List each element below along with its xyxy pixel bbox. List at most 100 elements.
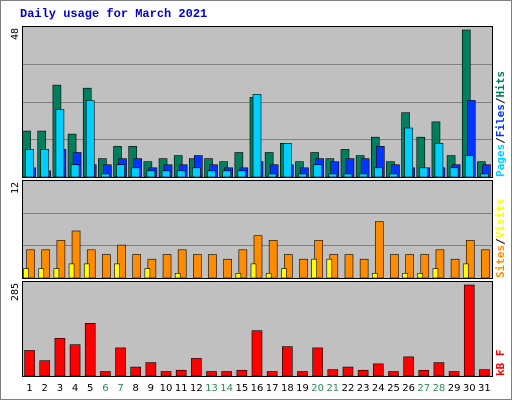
day-label: 6 xyxy=(102,383,108,394)
sites-bar xyxy=(420,254,430,279)
visits-bar xyxy=(371,272,378,279)
kbytes-bar xyxy=(160,371,172,377)
pages-bar xyxy=(237,170,247,178)
kbytes-bar xyxy=(130,366,142,377)
pages-bar xyxy=(40,149,50,178)
visits-sites-legend-part: Sites xyxy=(494,245,507,278)
kbytes-bar xyxy=(54,338,66,377)
sites-bar xyxy=(162,254,172,279)
visits-bar xyxy=(462,263,469,279)
visits-bar xyxy=(250,263,257,279)
chart-title: Daily usage for March 2021 xyxy=(20,7,208,21)
day-label: 8 xyxy=(133,383,139,394)
kbytes-legend-part: F xyxy=(494,350,507,357)
visits-sites-panel: 12 Sites/Visits xyxy=(10,180,507,279)
pages-bar xyxy=(298,173,307,178)
kbytes-bar xyxy=(297,371,308,377)
day-label: 29 xyxy=(448,383,461,394)
sites-bar xyxy=(223,258,232,279)
kbytes-bar xyxy=(282,346,293,377)
pages-bar xyxy=(343,173,353,178)
kbytes-bar xyxy=(266,371,278,377)
day-label: 28 xyxy=(433,383,446,394)
kbytes-bar xyxy=(418,369,430,377)
visits-bar xyxy=(38,268,45,279)
kbytes-bar xyxy=(206,371,217,377)
sites-bar xyxy=(465,240,475,279)
kbytes-bar xyxy=(191,358,202,377)
visits-bar xyxy=(83,263,90,279)
pages-bar xyxy=(207,170,216,178)
day-label: 4 xyxy=(72,383,78,394)
day-label: 21 xyxy=(326,383,339,394)
day-label: 17 xyxy=(266,383,279,394)
pages-bar xyxy=(55,109,65,178)
visits-bar xyxy=(265,272,272,279)
visits-bar xyxy=(174,272,181,279)
visits-bar xyxy=(326,258,333,279)
kbytes-bar xyxy=(372,363,384,377)
sites-bar xyxy=(450,258,460,279)
sites-bar xyxy=(177,249,187,279)
kbytes-bar xyxy=(342,366,354,377)
pages-bar xyxy=(192,167,201,178)
kbytes-bar xyxy=(145,362,157,377)
sites-bar xyxy=(284,254,293,279)
pages-bar xyxy=(464,155,474,178)
kbytes-bar xyxy=(479,369,490,377)
day-label: 13 xyxy=(205,383,218,394)
visits-bar xyxy=(417,272,424,279)
visits-bar xyxy=(281,268,287,279)
kbytes-bar xyxy=(221,371,232,377)
kbytes-bar xyxy=(39,360,51,377)
sites-bar xyxy=(132,254,142,279)
sites-bar xyxy=(238,249,248,279)
pages-bar xyxy=(404,127,413,178)
visits-sites-legend: Sites/Visits xyxy=(494,199,507,279)
kbytes-bar xyxy=(312,347,323,377)
day-label: 30 xyxy=(463,383,476,394)
visits-bar xyxy=(432,268,439,279)
sites-bar xyxy=(481,249,490,279)
sites-bar xyxy=(208,254,217,279)
pages-bar xyxy=(328,173,338,178)
day-label: 9 xyxy=(148,383,154,394)
day-label: 25 xyxy=(387,383,400,394)
kbytes-bar xyxy=(448,371,460,377)
day-label: 31 xyxy=(478,383,491,394)
sites-bar xyxy=(374,221,384,279)
hits-files-pages-legend-part: Hits xyxy=(494,71,507,98)
visits-bar xyxy=(402,272,408,279)
day-label: 20 xyxy=(311,383,324,394)
pages-bar xyxy=(101,173,110,178)
pages-bar xyxy=(146,170,156,178)
pages-bar xyxy=(389,173,398,178)
kbytes-bar xyxy=(403,356,414,377)
kbytes-bar xyxy=(115,347,126,377)
hits-files-pages-legend-part: / xyxy=(494,137,507,144)
hits-files-pages-ymax-label: 48 xyxy=(10,28,21,40)
pages-bar xyxy=(252,94,262,178)
kbytes-bar xyxy=(236,369,248,377)
day-label: 10 xyxy=(160,383,173,394)
day-label: 12 xyxy=(190,383,203,394)
pages-bar xyxy=(313,164,322,178)
visits-bar xyxy=(53,268,60,279)
day-label: 18 xyxy=(281,383,294,394)
kbytes-bar xyxy=(251,330,263,377)
hits-files-pages-legend-part: / xyxy=(494,97,507,104)
sites-bar xyxy=(56,240,66,279)
pages-bar xyxy=(161,170,171,178)
pages-bar xyxy=(25,149,34,178)
day-label: 7 xyxy=(117,383,123,394)
kbytes-bar xyxy=(327,369,339,377)
pages-bar xyxy=(70,164,80,178)
hits-files-pages-legend-part: Files xyxy=(494,104,507,137)
kbytes-legend-part: kB xyxy=(494,356,507,376)
hits-files-pages-legend-part: Pages xyxy=(494,144,507,177)
pages-bar xyxy=(85,100,95,178)
kbytes-bar xyxy=(433,362,445,377)
sites-bar xyxy=(41,249,51,279)
